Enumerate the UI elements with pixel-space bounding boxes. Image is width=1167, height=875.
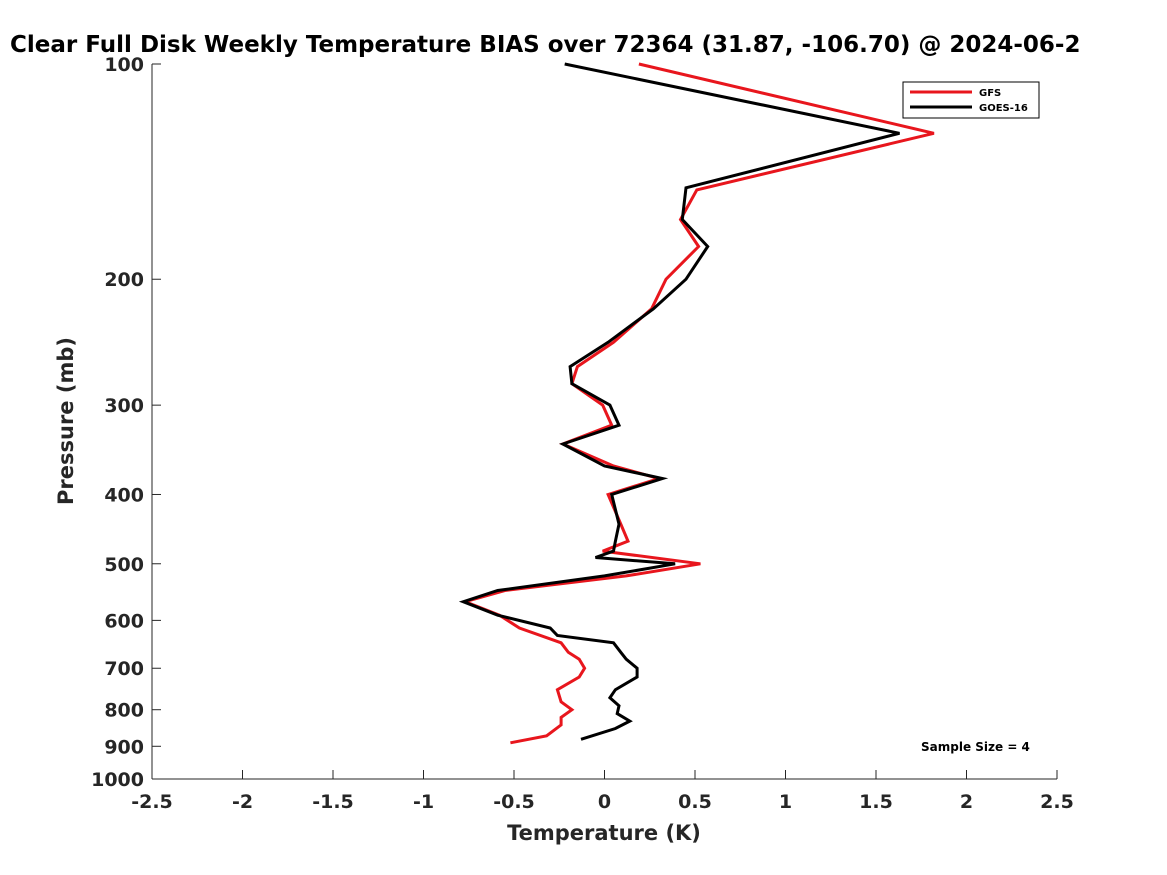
y-ticks: 100 200 300 400 500 600 700 800 900 1000 [91,54,161,791]
x-tick-label: -1.5 [312,791,354,813]
x-tick-label: 0.5 [678,791,712,813]
x-tick-label: 2 [960,791,973,813]
y-tick-label: 100 [104,54,144,76]
y-tick-label: 700 [104,658,144,680]
x-tick-label: -2 [232,791,253,813]
series-line-goes16 [458,62,900,741]
chart-title: Clear Full Disk Weekly Temperature BIAS … [10,32,1080,58]
legend-label-gfs: GFS [979,88,1001,99]
x-tick-label: 0 [598,791,611,813]
y-tick-label: 200 [104,269,144,291]
x-tick-label: -0.5 [493,791,535,813]
x-tick-label: -1 [413,791,434,813]
series-line-gfs [460,62,935,745]
legend: GFS GOES-16 [902,81,1040,119]
y-axis-label: Pressure (mb) [54,337,78,505]
x-tick-label: 1.5 [859,791,893,813]
sample-size-annotation: Sample Size = 4 [921,740,1030,754]
x-tick-label: -2.5 [131,791,173,813]
y-tick-label: 400 [104,484,144,506]
x-axis-label: Temperature (K) [507,821,701,845]
y-tick-label: 600 [104,610,144,632]
y-tick-label: 900 [104,736,144,758]
x-tick-label: 1 [779,791,792,813]
y-tick-label: 500 [104,554,144,576]
series-layer [458,62,935,745]
legend-box [902,81,1040,119]
y-tick-label: 1000 [91,769,144,791]
legend-label-goes16: GOES-16 [979,103,1028,114]
y-tick-label: 800 [104,700,144,722]
y-tick-label: 300 [104,395,144,417]
x-ticks: -2.5 -2 -1.5 -1 -0.5 0 0.5 1 1.5 2 2.5 [131,770,1074,813]
x-tick-label: 2.5 [1040,791,1074,813]
axes [151,64,1057,780]
